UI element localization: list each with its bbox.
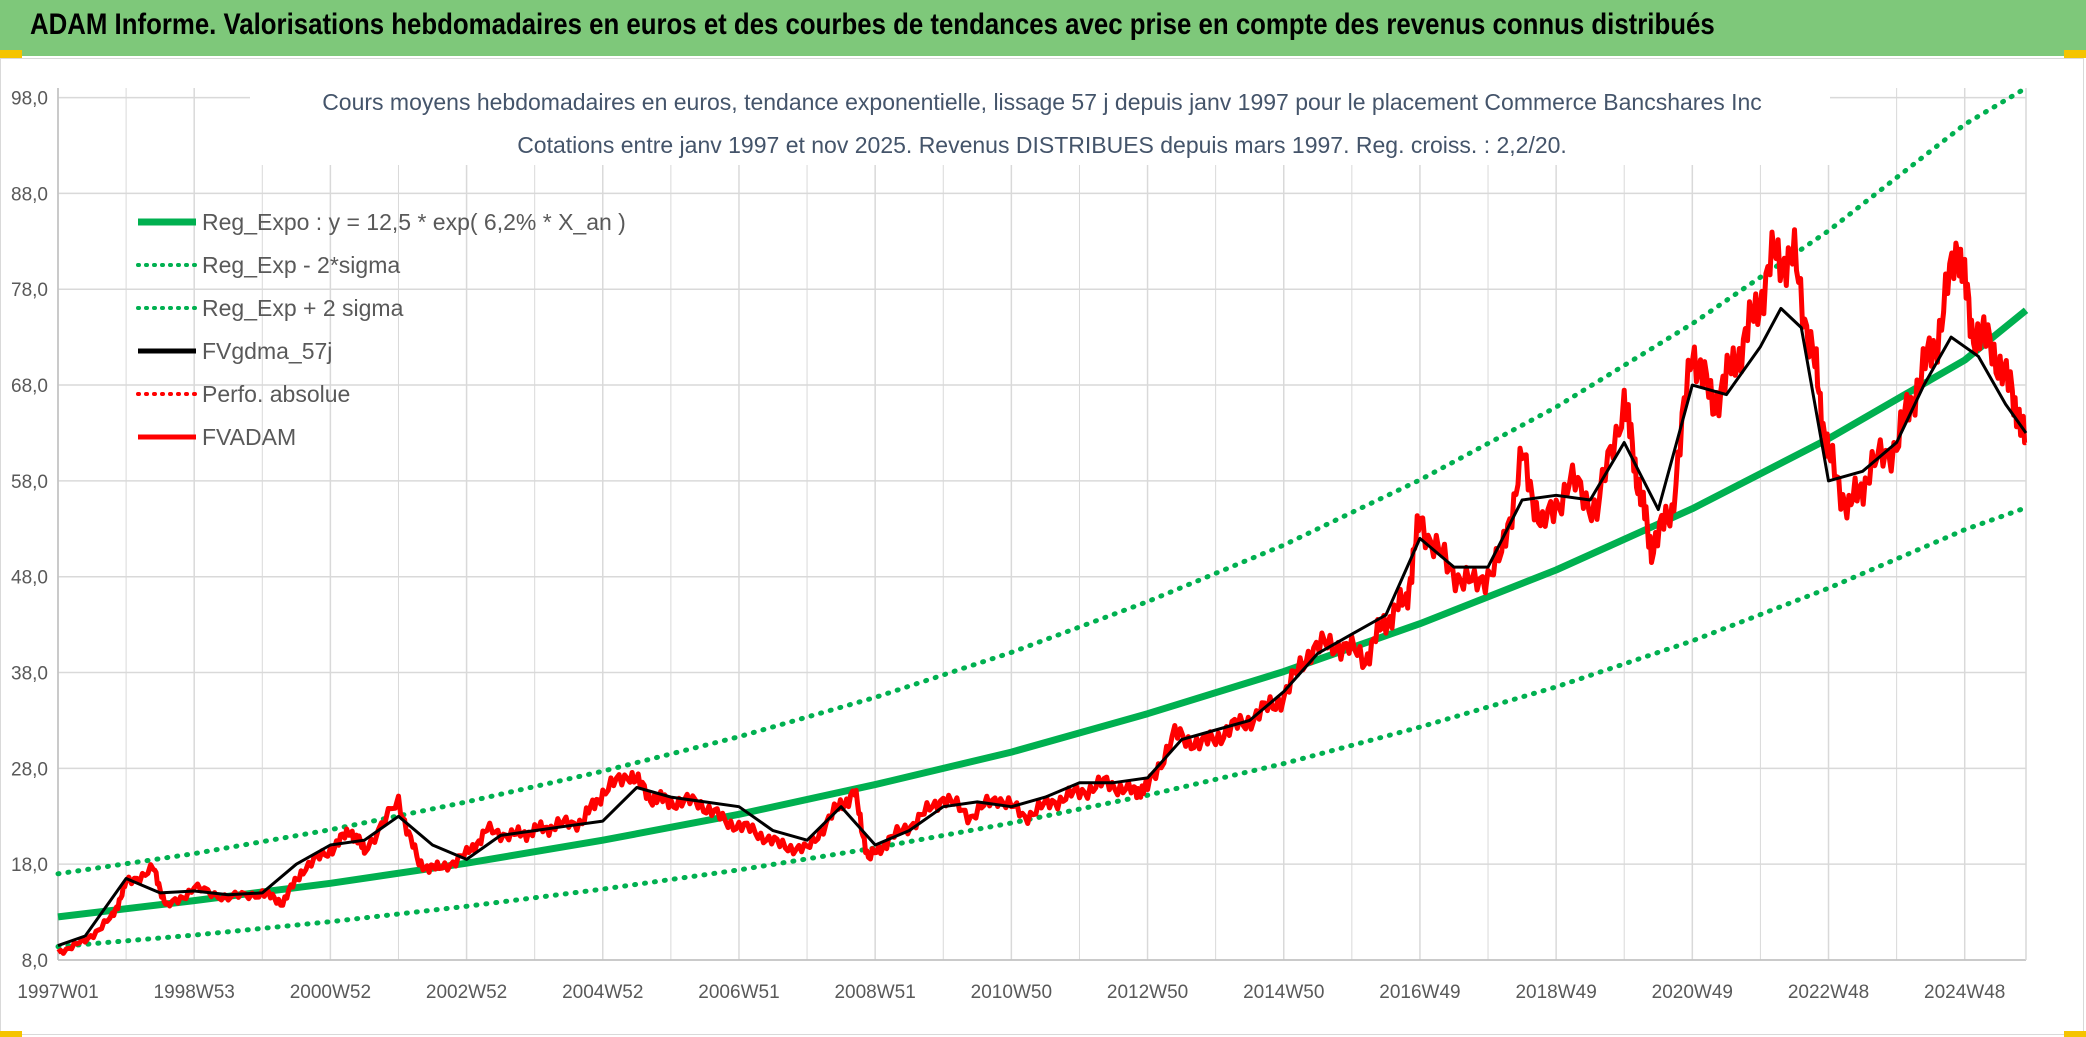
legend-label: Reg_Exp + 2 sigma <box>202 295 404 321</box>
banner-title: ADAM Informe. Valorisations hebdomadaire… <box>30 8 1715 41</box>
x-tick-label: 2022W48 <box>1788 982 1869 1003</box>
legend-label: FVADAM <box>202 424 296 450</box>
x-tick-label: 2000W52 <box>290 982 371 1003</box>
series-line <box>57 307 2029 921</box>
corner-accent-left <box>0 50 22 58</box>
chart-title-background <box>250 83 1830 165</box>
y-tick-label: 88,0 <box>11 184 48 205</box>
grid-layer <box>57 88 2026 961</box>
legend-label: Reg_Expo : y = 12,5 * exp( 6,2% * X_an ) <box>202 209 626 235</box>
y-tick-label: 78,0 <box>11 280 48 301</box>
x-tick-label: 2002W52 <box>426 982 507 1003</box>
corner-accent-bottom-left <box>0 1031 22 1037</box>
x-tick-label: 2020W49 <box>1652 982 1733 1003</box>
top-banner: ADAM Informe. Valorisations hebdomadaire… <box>0 0 2086 58</box>
chart-frame <box>0 58 2084 1035</box>
legend-label: FVgdma_57j <box>202 338 332 364</box>
corner-accent-bottom-right <box>2064 1031 2086 1037</box>
series-line <box>55 505 2029 950</box>
legend-label: Perfo. absolue <box>202 381 350 407</box>
x-tick-label: 2012W50 <box>1107 982 1188 1003</box>
x-tick-label: 1998W53 <box>154 982 235 1003</box>
x-tick-label: 2010W50 <box>971 982 1052 1003</box>
series-layer <box>55 85 2029 956</box>
series-line <box>56 227 2028 956</box>
chart-title-line2: Cotations entre janv 1997 et nov 2025. R… <box>517 132 1567 158</box>
axis-layer: 8,0 18,0 28,0 38,0 48,0 58,0 68,0 78,0 88,0 98,0 1… <box>11 88 2027 1003</box>
x-tick-label: 2008W51 <box>834 982 915 1003</box>
chart-title-line1: Cours moyens hebdomadaires en euros, ten… <box>322 89 1762 115</box>
x-tick-label: 2018W49 <box>1515 982 1596 1003</box>
y-tick-label: 58,0 <box>11 472 48 493</box>
x-tick-label: 2004W52 <box>562 982 643 1003</box>
y-tick-label: 98,0 <box>11 89 48 110</box>
x-tick-label: 2006W51 <box>698 982 779 1003</box>
x-tick-label: 2016W49 <box>1379 982 1460 1003</box>
legend-label: Reg_Exp - 2*sigma <box>202 252 400 278</box>
x-tick-label: 2014W50 <box>1243 982 1324 1003</box>
series-line <box>57 306 2028 948</box>
y-tick-label: 48,0 <box>11 568 48 589</box>
y-tick-label: 18,0 <box>11 855 48 876</box>
chart-title-layer: Cours moyens hebdomadaires en euros, ten… <box>250 83 1830 165</box>
y-tick-label: 38,0 <box>11 664 48 685</box>
corner-accent-right <box>2064 50 2086 58</box>
y-tick-label: 28,0 <box>11 759 48 780</box>
x-tick-label: 2024W48 <box>1924 982 2005 1003</box>
legend: Reg_Expo : y = 12,5 * exp( 6,2% * X_an )… <box>136 209 626 450</box>
y-tick-label: 68,0 <box>11 376 48 397</box>
x-tick-label: 1997W01 <box>17 982 98 1003</box>
series-line <box>55 85 2029 877</box>
y-tick-label: 8,0 <box>22 951 48 972</box>
